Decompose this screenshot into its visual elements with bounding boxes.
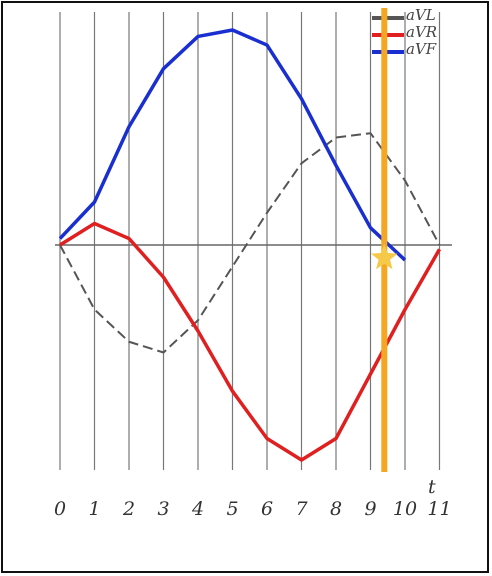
x-tick-label: 10 [393,498,417,520]
x-tick-label: 0 [54,498,66,520]
x-tick-label: 6 [261,498,273,520]
x-tick-label: 8 [330,498,342,520]
x-tick-label: 7 [295,498,308,520]
cursor-star [370,243,398,270]
x-tick-label: 4 [191,498,204,520]
series-line [58,28,407,262]
x-tick-label: 9 [364,498,376,520]
series-line [59,132,441,354]
x-axis-label: t [428,476,436,498]
legend-label: aVR [406,23,437,41]
legend-label: aVF [406,40,437,58]
x-tick-label: 1 [88,498,100,520]
x-tick-label: 3 [157,498,169,520]
x-tick-label: 2 [122,498,135,520]
x-tick-label: 5 [226,498,238,520]
legend-label: aVL [406,6,436,24]
series-line [59,221,442,462]
x-tick-label: 11 [427,498,451,520]
